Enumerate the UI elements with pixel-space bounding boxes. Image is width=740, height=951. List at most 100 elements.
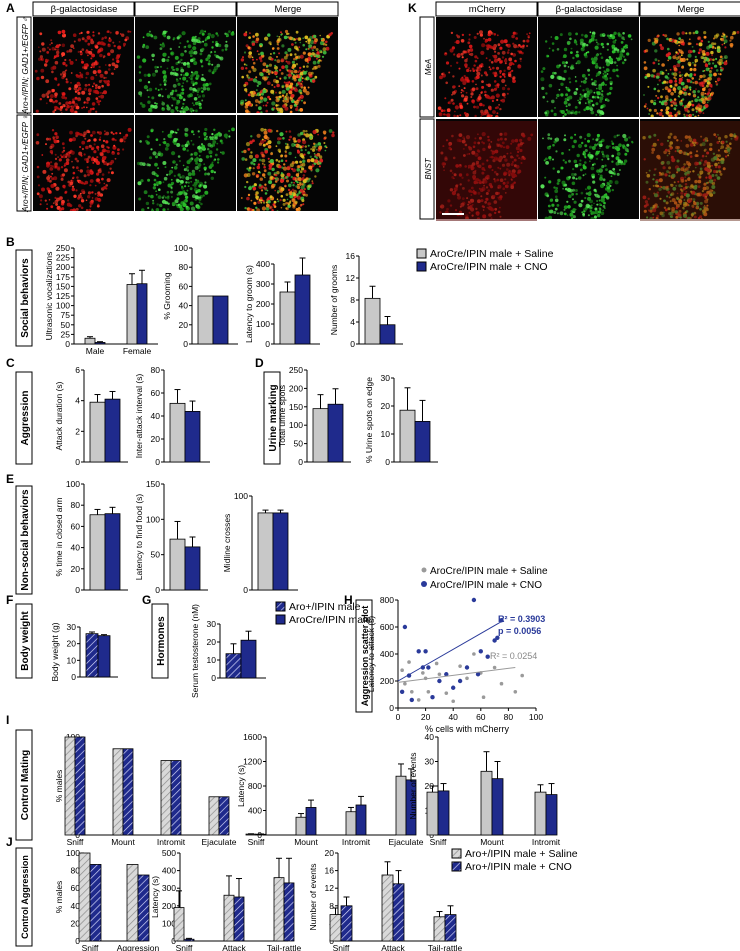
y-tick-label: 30 <box>425 757 435 767</box>
y-axis-label: Midline crosses <box>222 514 232 573</box>
bar <box>197 295 214 345</box>
micrograph-row-label-box <box>419 16 435 118</box>
scatter-point-cno <box>495 635 500 640</box>
bar <box>327 403 344 463</box>
micrograph-tile <box>538 17 639 117</box>
bar <box>426 791 439 836</box>
legend-b: AroCre/IPIN male + Saline AroCre/IPIN ma… <box>416 248 554 273</box>
bar <box>104 398 121 463</box>
scatter-point-saline <box>416 698 421 702</box>
y-tick-label: 400 <box>248 806 262 816</box>
cell-dots <box>137 127 235 211</box>
bar <box>94 342 106 345</box>
chart-h: 0 200 400 600 800 0 20 40 60 80 100 % cells with mC… <box>366 595 545 734</box>
panel-letter-b: B <box>6 235 15 249</box>
bar <box>122 748 134 836</box>
bar <box>433 916 446 942</box>
scatter-point-cno <box>409 697 414 703</box>
y-tick-label: 150 <box>289 402 303 412</box>
svg-text:Urine marking: Urine marking <box>268 384 279 451</box>
y-tick-label: 400 <box>256 259 270 269</box>
micrograph-header-box <box>435 1 538 17</box>
y-tick-label: 150 <box>146 479 160 489</box>
y-tick-label: 1200 <box>243 757 262 767</box>
bar <box>345 811 357 836</box>
scatter-point-cno <box>471 597 477 603</box>
y-axis-label: Latency (s) <box>236 765 246 807</box>
y-tick-label: 600 <box>380 622 394 632</box>
panel-letter-f: F <box>6 593 13 607</box>
y-axis-label: Serum testosterone (nM) <box>190 604 200 698</box>
y-tick-label: 0 <box>211 673 216 683</box>
micrograph-header-box <box>32 1 135 17</box>
chart-b4: 0 4 8 12 16 Number of grooms <box>329 251 403 349</box>
tissue-tint <box>436 121 537 221</box>
y-tick-label: 50 <box>151 550 161 560</box>
micrograph-panel-k: mCherry β-galactosidase Merge MeA BNST <box>419 1 740 221</box>
micrograph-header: mCherry <box>469 4 506 15</box>
scatter-point-cno <box>475 672 481 677</box>
y-tick-label: 175 <box>56 272 70 282</box>
svg-text:Body weight: Body weight <box>20 611 31 671</box>
group-label-control-mating: Control Mating <box>15 729 33 841</box>
svg-text:Hormones: Hormones <box>156 616 167 666</box>
bar <box>364 297 381 345</box>
y-tick-label: 100 <box>66 479 80 489</box>
y-axis-label: Inter-attack interval (s) <box>134 374 144 459</box>
x-tick-label: 40 <box>448 712 458 722</box>
bar <box>480 770 493 836</box>
y-tick-label: 100 <box>289 420 303 430</box>
micrograph-header: β-galactosidase <box>51 4 118 15</box>
y-tick-label: 400 <box>162 866 176 876</box>
bar <box>169 538 186 591</box>
x-tick-label: Intromit <box>532 837 561 847</box>
scatter-point-saline <box>437 672 442 677</box>
micrograph-row-label: Aro+/IPIN; GAD1+/EGFP ♂ <box>21 16 30 115</box>
micrograph-header: Merge <box>678 4 705 15</box>
scatter-point-cno <box>402 624 408 630</box>
chart-j3: 048121620Number of eventsSniffAttackTail… <box>308 848 463 951</box>
y-tick-label: 0 <box>155 585 160 595</box>
chart-i3: 010203040Number of eventsSniffMountIntro… <box>408 732 561 847</box>
y-axis-label: Ultrasonic vocalizations <box>44 252 54 341</box>
chart-c2: 0 20 40 60 80 Inter-attack interval (s) <box>134 365 210 467</box>
bar <box>295 816 307 836</box>
chart-e3: 0 100 Midline crosses <box>222 491 298 595</box>
bar <box>97 635 111 678</box>
scatter-point-saline <box>465 676 469 681</box>
x-tick-label: Sniff <box>248 837 265 847</box>
svg-text:Social behaviors: Social behaviors <box>20 258 31 338</box>
scatter-point-cno <box>478 649 483 654</box>
bar <box>381 874 394 942</box>
y-tick-label: 80 <box>179 262 189 272</box>
x-tick-label: Mount <box>480 837 504 847</box>
scatter-point-saline <box>451 699 456 704</box>
micrograph-header: EGFP <box>173 4 199 15</box>
cell-dots <box>643 30 740 117</box>
svg-text:AroCre/IPIN male + CNO: AroCre/IPIN male + CNO <box>430 580 542 591</box>
y-axis-label: Attack duration (s) <box>54 381 64 450</box>
y-tick-label: 100 <box>56 301 70 311</box>
x-tick-label: Intromit <box>342 837 371 847</box>
bar <box>183 938 195 942</box>
micrograph-header: β-galactosidase <box>556 4 623 15</box>
x-tick-label: 80 <box>504 712 514 722</box>
y-tick-label: 100 <box>146 514 160 524</box>
x-tick-label: 100 <box>529 712 543 722</box>
group-label-aggression: Aggression <box>15 371 33 465</box>
bar <box>223 894 235 942</box>
legend-fg: Aro+/IPIN male AroCre/IPIN male <box>275 601 371 626</box>
bar <box>218 796 230 836</box>
y-tick-label: 80 <box>151 365 161 375</box>
x-tick-label: Mount <box>111 837 135 847</box>
svg-text:AroCre/IPIN male + Saline: AroCre/IPIN male + Saline <box>430 248 554 260</box>
bar <box>272 512 289 591</box>
y-tick-label: 40 <box>179 301 189 311</box>
scatter-point-cno <box>444 672 449 677</box>
panel-letter-a: A <box>6 1 15 15</box>
bar <box>437 790 450 836</box>
y-tick-label: 200 <box>380 676 394 686</box>
y-tick-label: 20 <box>71 564 81 574</box>
y-tick-label: 1600 <box>243 732 262 742</box>
bar <box>225 653 242 679</box>
